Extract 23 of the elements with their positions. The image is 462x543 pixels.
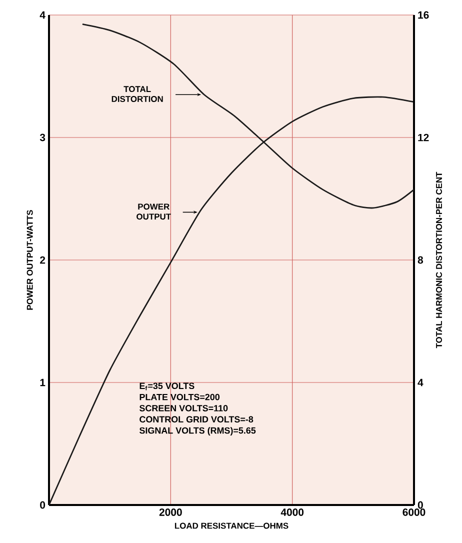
x-tick-label: 6000 <box>402 508 426 516</box>
y2-tick-label: 0 <box>418 501 423 509</box>
y2-tick-label: 12 <box>418 134 429 142</box>
y-tick-label: 1 <box>40 378 46 386</box>
annotation: E$_{f}$=35 VOLTS <box>140 382 194 390</box>
y2-tick-label: 4 <box>418 378 424 386</box>
annotation: PLATE VOLTS=200 <box>140 394 220 400</box>
x-tick-label: 4000 <box>280 508 304 516</box>
annotation: CONTROL GRID VOLTS=-8 <box>140 416 254 423</box>
y-axis-title: POWER OUTPUT-WATTS <box>26 210 33 310</box>
y2-tick-label: 8 <box>418 256 424 264</box>
y-tick-label: 3 <box>40 134 46 142</box>
annotation: SCREEN VOLTS=110 <box>140 405 228 412</box>
x-axis-title: LOAD RESISTANCE—OHMS <box>174 522 288 529</box>
y-tick-label: 2 <box>40 256 46 264</box>
y2-axis-title: TOTAL HARMONIC DISTORTION-PER CENT <box>436 172 442 348</box>
x-tick-label: 2000 <box>159 508 182 516</box>
annotation: SIGNAL VOLTS (RMS)=5.65 <box>140 427 256 436</box>
text: POWER OUTPUT <box>136 204 171 220</box>
y2-tick-label: 16 <box>418 11 429 19</box>
y-tick-label: 0 <box>40 501 46 509</box>
text: TOTAL DISTORTION <box>112 86 163 102</box>
y-tick-label: 4 <box>40 11 46 19</box>
